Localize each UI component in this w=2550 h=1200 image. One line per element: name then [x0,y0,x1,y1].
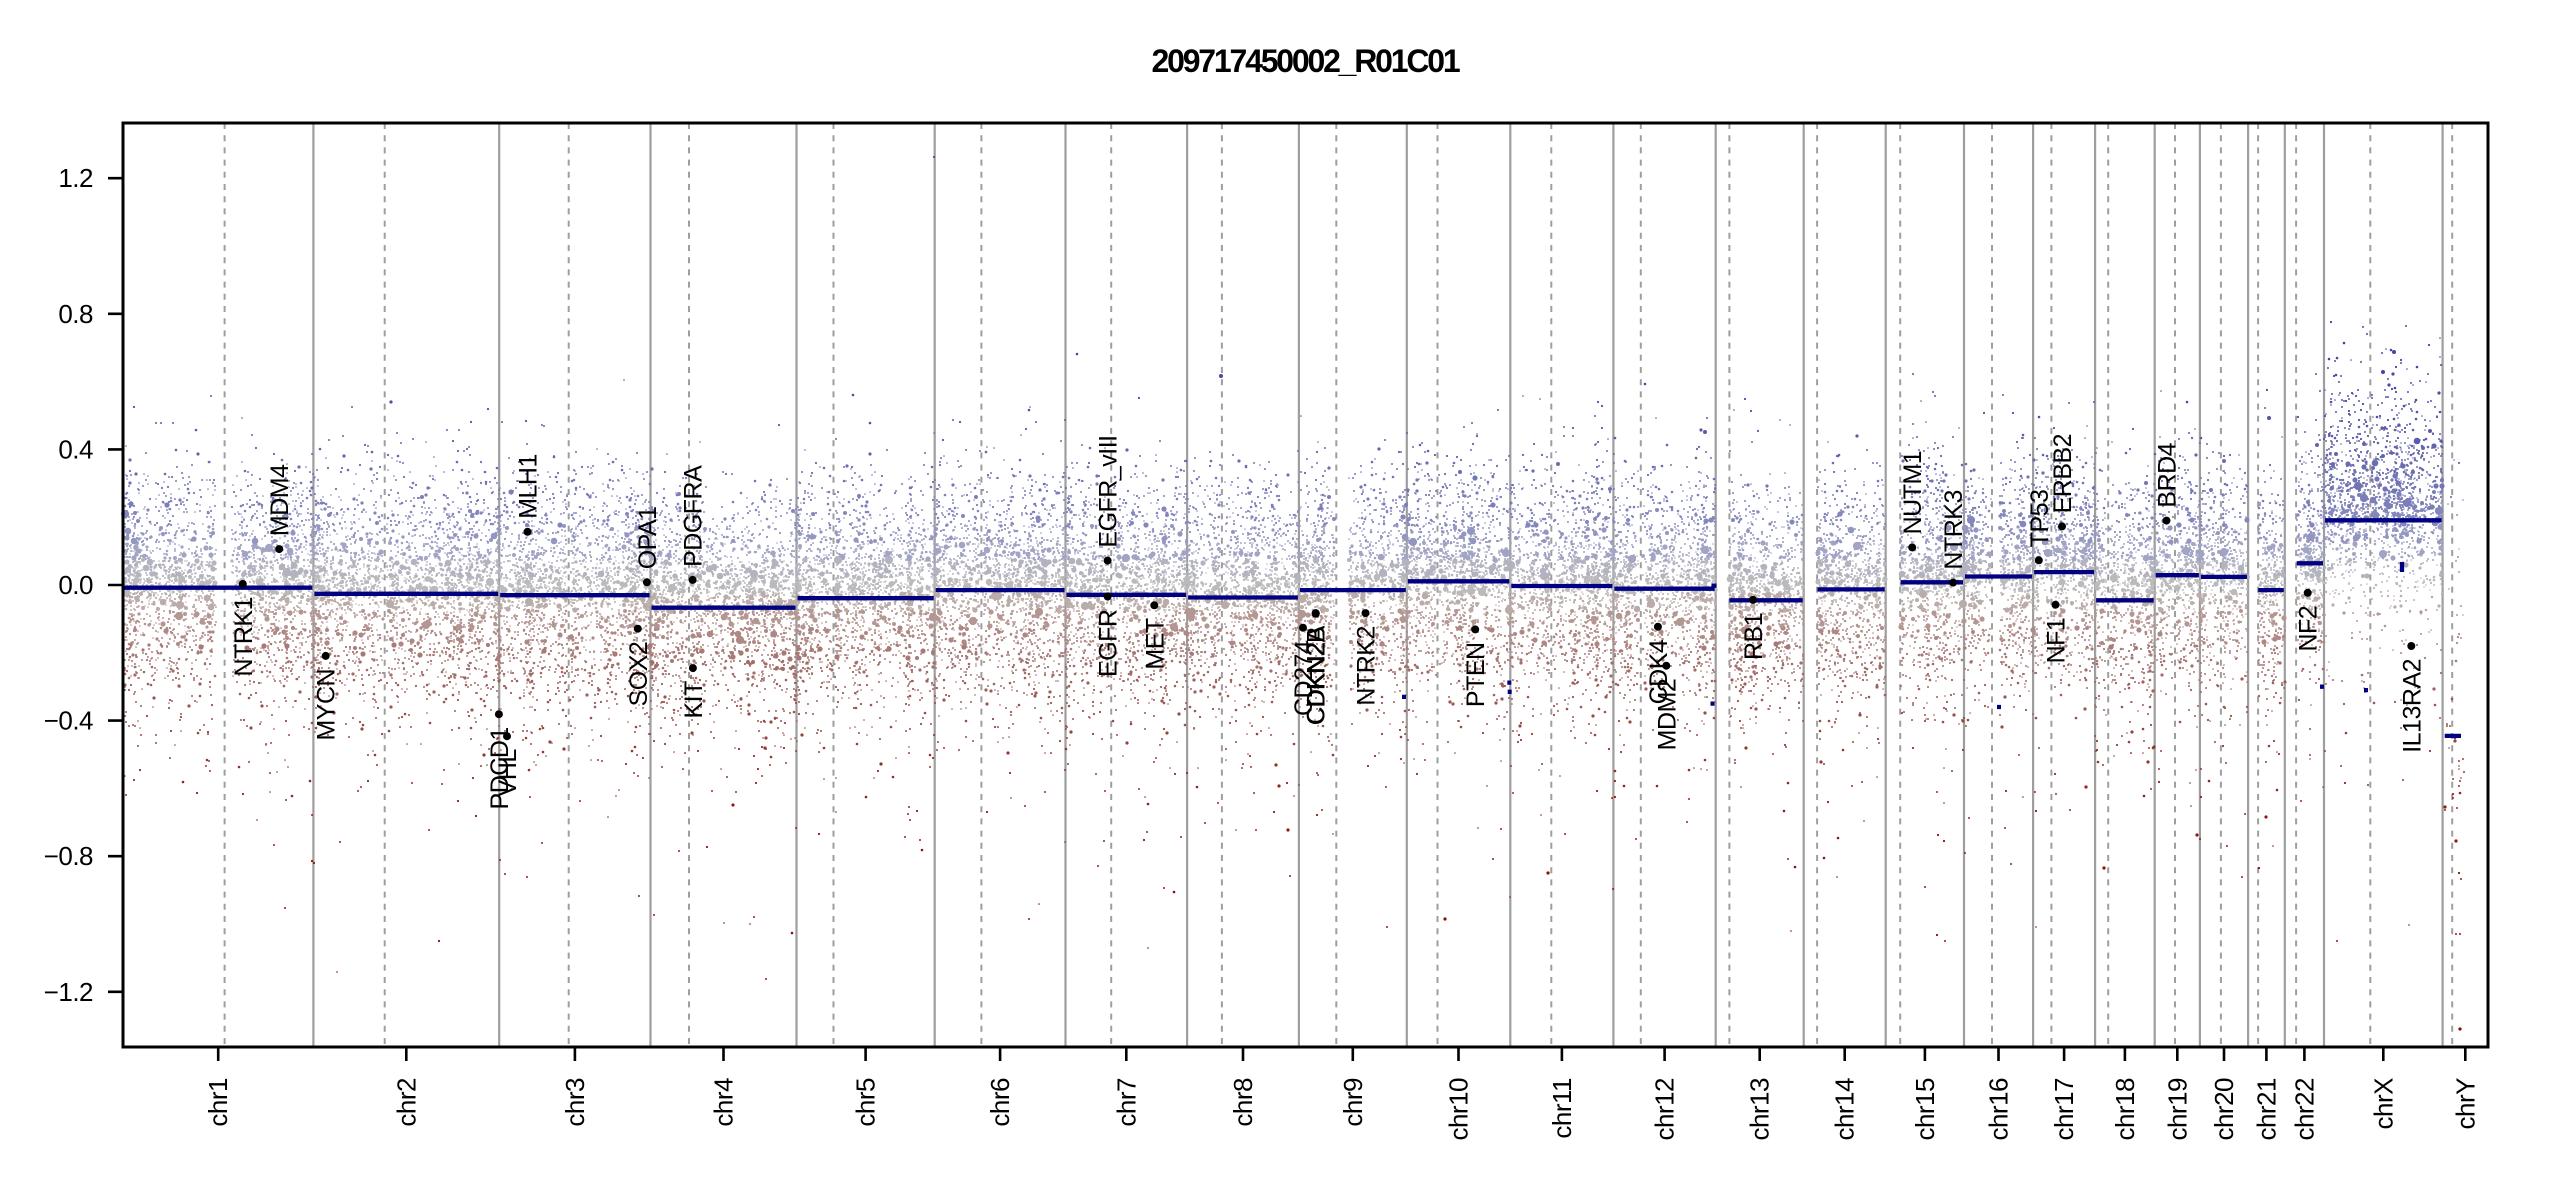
svg-text:1.2: 1.2 [58,163,93,193]
svg-text:PTEN: PTEN [1462,642,1490,707]
svg-text:IL13RA2: IL13RA2 [2398,659,2426,753]
svg-text:MET: MET [1141,618,1169,670]
svg-text:chr7: chr7 [1111,1078,1141,1127]
svg-text:chr17: chr17 [2049,1078,2079,1141]
svg-text:RB1: RB1 [1740,613,1768,660]
svg-text:TP53: TP53 [2026,490,2054,548]
svg-text:0.0: 0.0 [58,570,93,600]
svg-text:BRD4: BRD4 [2154,442,2182,507]
svg-text:CDKN2A: CDKN2A [1303,625,1331,724]
svg-text:EGFR_vIII: EGFR_vIII [1095,435,1123,547]
svg-text:CDK4: CDK4 [1645,639,1673,704]
svg-text:VHL: VHL [494,749,522,797]
svg-text:chr22: chr22 [2289,1078,2319,1141]
svg-text:chr10: chr10 [1444,1078,1474,1141]
svg-text:chrX: chrX [2368,1078,2398,1130]
svg-text:ERBB2: ERBB2 [2049,434,2077,513]
svg-text:−1.2: −1.2 [44,977,93,1007]
svg-text:PDCD1: PDCD1 [486,727,514,809]
svg-text:chr16: chr16 [1984,1078,2014,1141]
svg-text:chr13: chr13 [1745,1078,1775,1141]
svg-text:209717450002_R01C01: 209717450002_R01C01 [1152,43,1460,79]
svg-text:EGFR: EGFR [1095,610,1123,677]
svg-text:OPA1: OPA1 [634,506,662,569]
svg-text:CD274: CD274 [1290,640,1318,716]
svg-text:PDGFRA: PDGFRA [680,465,708,567]
svg-text:NTRK1: NTRK1 [230,597,258,676]
svg-text:NTRK2: NTRK2 [1353,626,1381,705]
svg-text:MYCN: MYCN [313,669,341,741]
svg-text:MLH1: MLH1 [515,454,543,519]
svg-text:chr4: chr4 [709,1078,739,1127]
svg-text:chr5: chr5 [851,1078,881,1127]
svg-text:SOX2: SOX2 [625,642,653,707]
svg-text:−0.4: −0.4 [44,706,93,736]
svg-text:NF1: NF1 [2043,618,2071,664]
svg-text:chr8: chr8 [1228,1078,1258,1127]
svg-text:chr11: chr11 [1547,1078,1577,1139]
svg-text:chr20: chr20 [2209,1078,2239,1141]
svg-text:chr6: chr6 [985,1078,1015,1127]
svg-text:NF2: NF2 [2295,606,2323,652]
svg-text:−0.8: −0.8 [44,841,93,871]
svg-text:chr18: chr18 [2110,1078,2140,1141]
svg-text:chrY: chrY [2450,1078,2480,1130]
svg-text:chr9: chr9 [1338,1078,1368,1127]
svg-text:chr2: chr2 [391,1078,421,1127]
svg-text:MDM4: MDM4 [266,464,294,536]
svg-text:0.4: 0.4 [58,434,93,464]
svg-text:0.8: 0.8 [58,299,93,329]
svg-text:chr1: chr1 [203,1078,233,1127]
svg-text:NTRK3: NTRK3 [1940,490,1968,569]
svg-text:MDM2: MDM2 [1653,679,1681,751]
svg-text:NUTM1: NUTM1 [1899,451,1927,535]
svg-text:chr12: chr12 [1650,1078,1680,1141]
svg-text:chr19: chr19 [2162,1078,2192,1141]
svg-text:chr15: chr15 [1910,1078,1940,1141]
svg-text:chr3: chr3 [560,1078,590,1127]
svg-text:CDKN2B: CDKN2B [1303,627,1331,725]
svg-text:chr14: chr14 [1830,1078,1860,1141]
svg-text:KIT: KIT [680,681,708,719]
svg-text:chr21: chr21 [2251,1078,2281,1141]
